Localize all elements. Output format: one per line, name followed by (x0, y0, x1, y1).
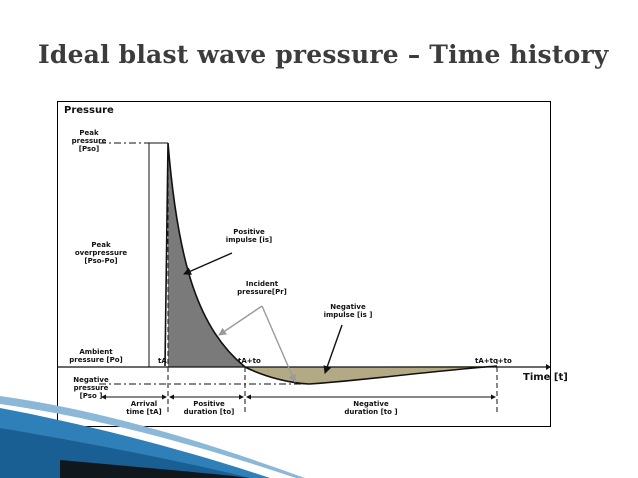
incident-pressure-label: Incident pressure[Pr] (237, 280, 287, 296)
positive-end-mark: tA+to (238, 357, 261, 365)
time-axis-arrowhead (546, 364, 551, 370)
incident-pressure-arrow-a (218, 305, 263, 336)
positive-impulse-label: Positive impulse [is] (225, 228, 273, 244)
pressure-curve (164, 142, 498, 385)
x-axis-title: Time [t] (523, 372, 568, 383)
positive-impulse-arrow (183, 252, 233, 275)
negative-pressure-label: Negative pressure [Pso ] (73, 376, 109, 400)
positive-phase-fill (168, 143, 245, 367)
ambient-pressure-label: Ambient pressure [Po] (69, 348, 123, 364)
peak-overpressure-label: Peak overpressure [Pso-Po] (74, 241, 128, 265)
negative-phase-fill (245, 366, 497, 384)
y-axis-title: Pressure (64, 105, 114, 116)
diagram-frame (57, 101, 551, 427)
positive-duration-label: Positive duration [to] (183, 400, 235, 416)
diagram-graphics (57, 101, 551, 427)
negative-impulse-label: Negative impulse [is ] (323, 303, 373, 319)
blast-wave-diagram: Pressure Time [t] Peak pressure [Pso] Pe… (57, 101, 568, 427)
decorative-swoosh (0, 396, 305, 478)
incident-pressure-arrow-b (261, 305, 296, 383)
arrival-time-mark: tA (158, 357, 167, 365)
peak-pressure-label: Peak pressure [Pso] (71, 129, 107, 153)
negative-end-mark: tA+to+to (475, 357, 512, 365)
slide-title: Ideal blast wave pressure – Time history (38, 40, 609, 69)
negative-impulse-arrow (323, 324, 343, 374)
arrival-time-label: Arrival time [tA] (126, 400, 162, 416)
negative-duration-label: Negative duration [to ] (344, 400, 398, 416)
